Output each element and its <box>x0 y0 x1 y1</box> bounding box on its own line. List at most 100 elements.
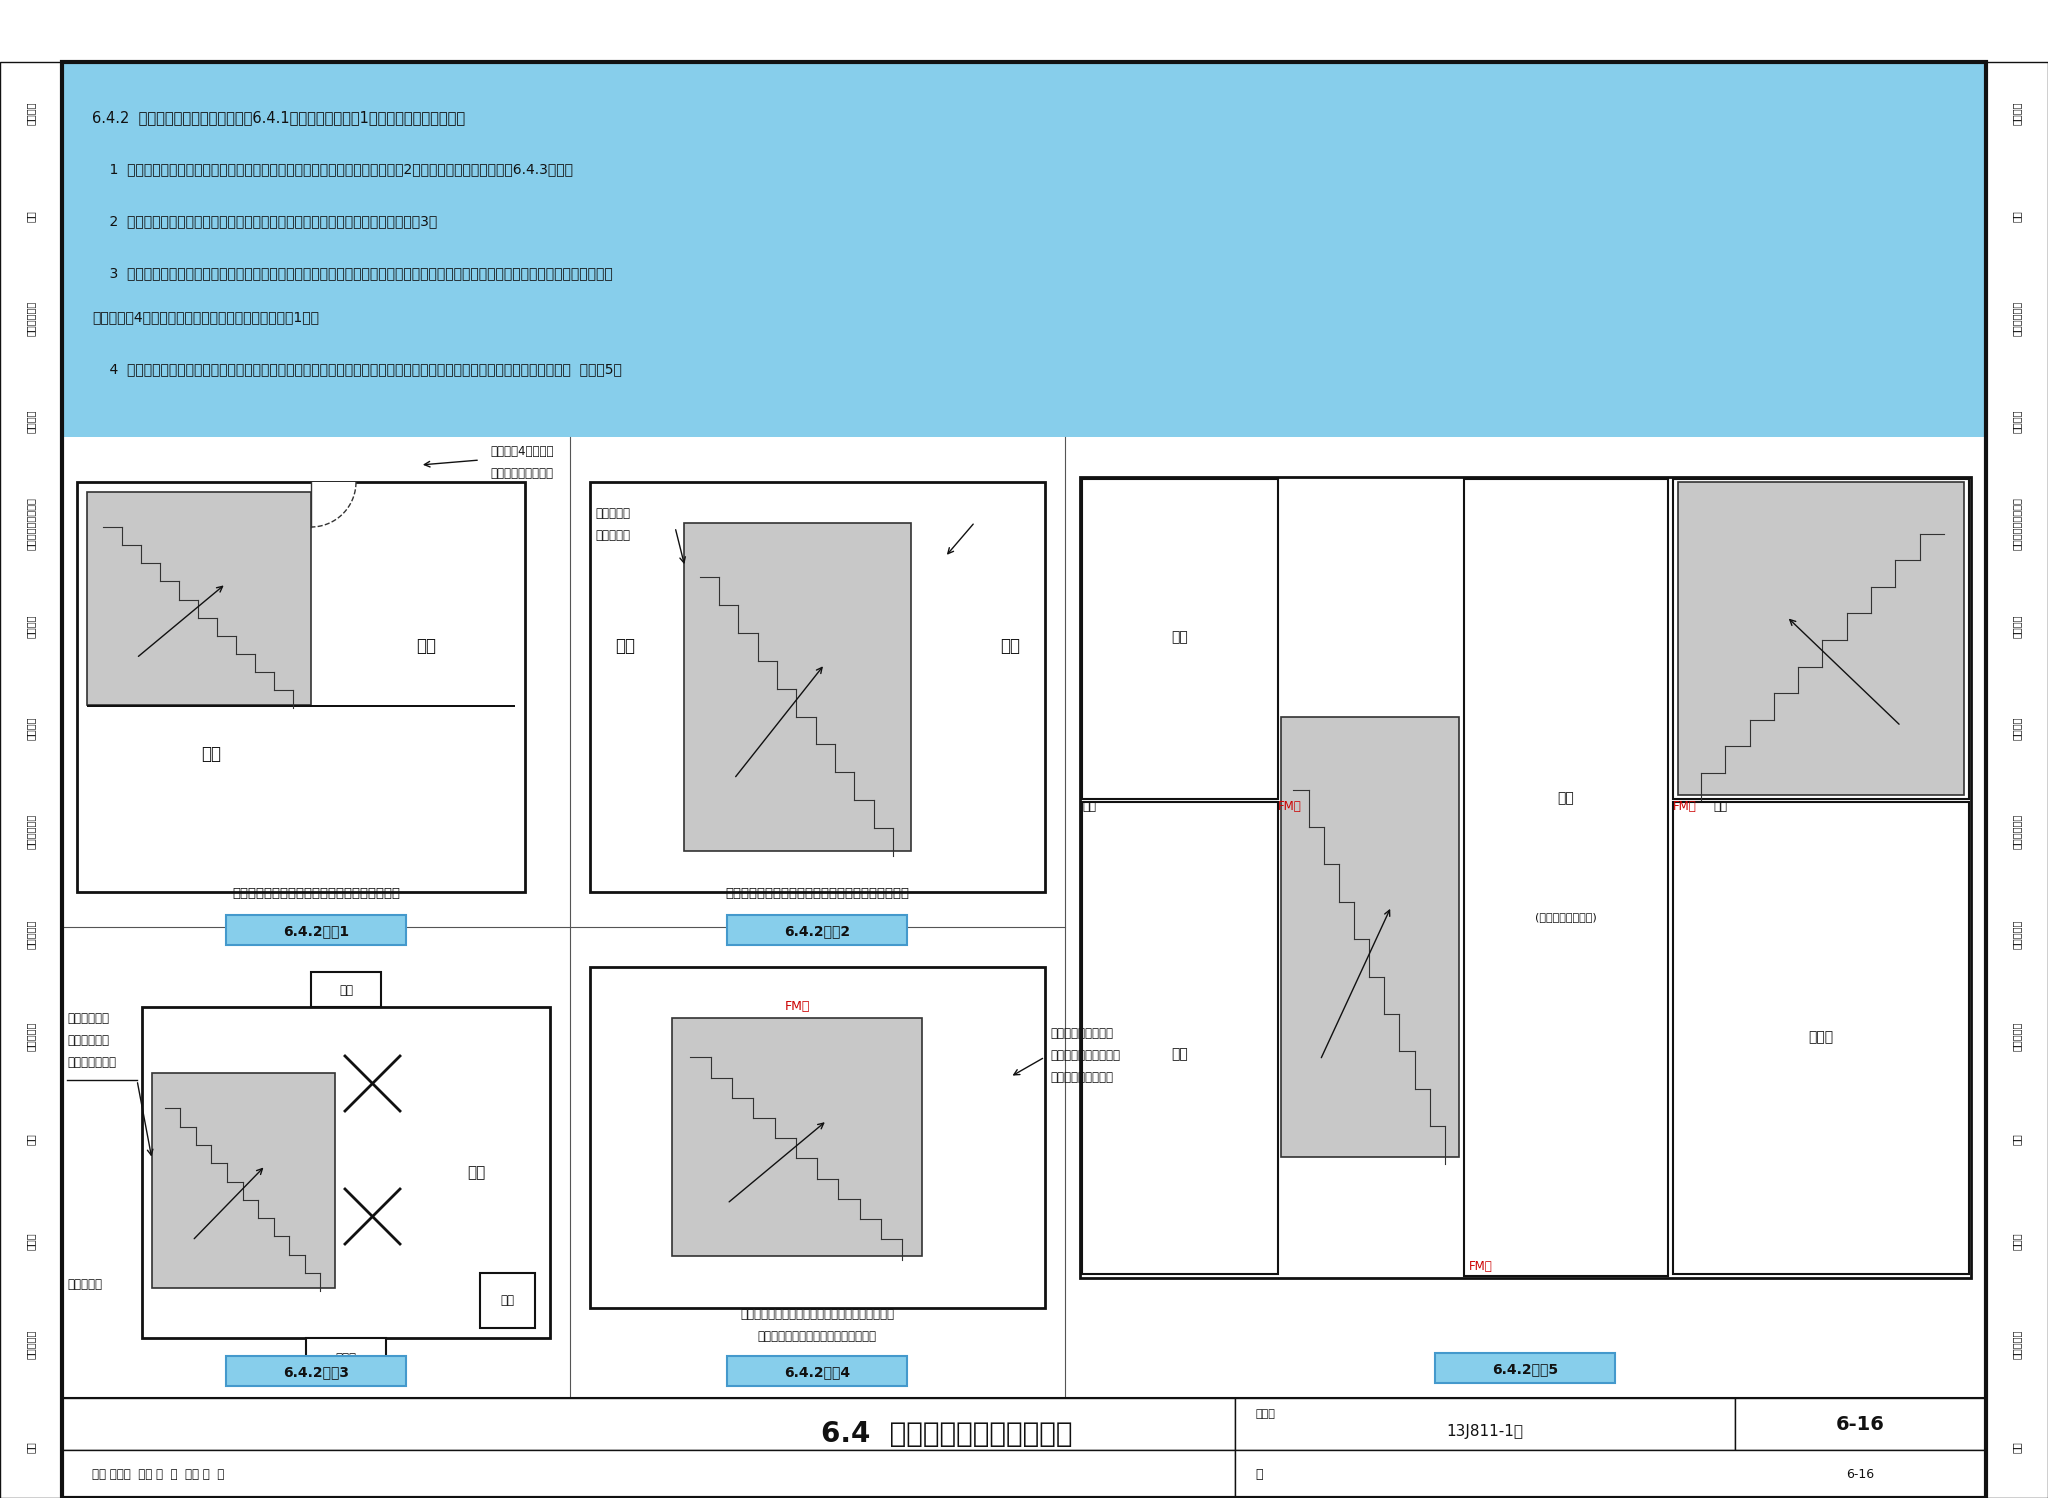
Text: 供和气调节: 供和气调节 <box>27 1022 37 1052</box>
Text: 6.4.2图示3: 6.4.2图示3 <box>283 1365 348 1380</box>
Text: 6.4.2  封闭楼梯间除应符合本规范的6.4.1条的规定外【图示1】，尚应符合下列规定：: 6.4.2 封闭楼梯间除应符合本规范的6.4.1条的规定外【图示1】，尚应符合下… <box>92 109 465 124</box>
Text: 不可采用双向弹簧门: 不可采用双向弹簧门 <box>1051 1071 1112 1085</box>
Text: 附录: 附录 <box>27 1441 37 1453</box>
Text: 应采用乙级防火门，: 应采用乙级防火门， <box>1051 1028 1112 1040</box>
Text: 甲乙丙丁戞材料库区: 甲乙丙丁戞材料库区 <box>2011 497 2021 550</box>
Text: 6.4.2图示2: 6.4.2图示2 <box>784 924 850 938</box>
Bar <box>61 1450 1235 1498</box>
Bar <box>86 706 514 707</box>
Bar <box>1987 677 2048 780</box>
Bar <box>1677 482 1964 795</box>
Bar <box>61 1398 1235 1450</box>
Text: 编制说明: 编制说明 <box>27 102 37 124</box>
Bar <box>1235 1398 1735 1450</box>
Text: 封闭楼梯间: 封闭楼梯间 <box>68 1278 102 1291</box>
Bar <box>141 1007 551 1338</box>
Bar <box>1235 1450 1987 1498</box>
Text: 图集号: 图集号 <box>1255 1408 1274 1419</box>
Bar <box>1673 801 1968 1273</box>
Text: 建筑构造: 建筑构造 <box>2011 718 2021 740</box>
Bar <box>590 968 1044 1308</box>
Text: 门厅: 门厅 <box>1559 791 1575 804</box>
Text: 接待室: 接待室 <box>1808 1031 1833 1044</box>
Bar <box>672 1019 922 1255</box>
Text: 不能自然通风或自然通风不能满足要求的封闭楼梯间: 不能自然通风或自然通风不能满足要求的封闭楼梯间 <box>725 887 909 900</box>
Text: 6.4.2图示4: 6.4.2图示4 <box>784 1365 850 1380</box>
Text: 外窗: 外窗 <box>340 984 352 996</box>
Text: 房间: 房间 <box>467 1165 485 1180</box>
Text: 消防的设置: 消防的设置 <box>2011 920 2021 948</box>
Bar <box>311 972 381 1007</box>
Bar <box>1735 1398 1987 1450</box>
Text: 建筑构造: 建筑构造 <box>27 718 37 740</box>
Text: 厂和仓库: 厂和仓库 <box>27 409 37 433</box>
Text: 出入口: 出入口 <box>336 1351 356 1365</box>
Bar <box>1280 718 1458 1156</box>
Text: 设置机械加: 设置机械加 <box>596 506 631 520</box>
Bar <box>1436 1353 1616 1383</box>
Text: 2  除楼梯间的出入口和外窗外，楼梯间的墙上不应开设其他门、窗、洞口。【图示3】: 2 除楼梯间的出入口和外窗外，楼梯间的墙上不应开设其他门、窗、洞口。【图示3】 <box>92 214 438 228</box>
Text: 丙类厂房、甲、乙类厂房的封闭楼梯间: 丙类厂房、甲、乙类厂房的封闭楼梯间 <box>758 1330 877 1344</box>
Text: 民用建筑: 民用建筑 <box>27 614 37 638</box>
Bar <box>225 915 406 945</box>
Text: 6.4  疏散楼梯间和疏散楼梯等: 6.4 疏散楼梯间和疏散楼梯等 <box>821 1420 1073 1449</box>
Bar <box>1987 61 2048 1498</box>
Text: (扩大的封闭楼梯间): (扩大的封闭楼梯间) <box>1536 912 1597 923</box>
Bar <box>1081 801 1278 1273</box>
Text: 房间: 房间 <box>1171 1047 1188 1061</box>
Text: 目录: 目录 <box>2011 210 2021 222</box>
Bar <box>311 482 356 484</box>
Text: 审核 蔡昭明  校对 林  菁  设计 曹  奖: 审核 蔡昭明 校对 林 菁 设计 曹 奖 <box>92 1468 223 1480</box>
Text: 6-16: 6-16 <box>1835 1414 1884 1434</box>
Text: 管井: 管井 <box>500 1293 514 1306</box>
Bar <box>727 1356 907 1386</box>
Text: 木结构: 木结构 <box>2011 1233 2021 1251</box>
Text: 供和气调节: 供和气调节 <box>2011 1022 2021 1052</box>
Bar <box>86 491 311 706</box>
Text: FM空: FM空 <box>1468 1260 1493 1273</box>
Bar <box>78 482 524 891</box>
Bar <box>61 61 1987 437</box>
Bar <box>1081 479 1278 798</box>
Text: 编制说明: 编制说明 <box>2011 102 2021 124</box>
Text: 民用建筑: 民用建筑 <box>2011 614 2021 638</box>
Text: 灰火救援设施: 灰火救援设施 <box>2011 813 2021 849</box>
Text: 6-16: 6-16 <box>1845 1468 1874 1480</box>
Text: 6.4.2图示5: 6.4.2图示5 <box>1491 1362 1559 1377</box>
Text: 附录: 附录 <box>2011 1441 2021 1453</box>
Text: 高层建筑、人员密集的公共建筑、人员密集的多层: 高层建筑、人员密集的公共建筑、人员密集的多层 <box>739 1308 895 1321</box>
Text: 灰火救援设施: 灰火救援设施 <box>27 813 37 849</box>
Text: 走道: 走道 <box>1081 800 1096 813</box>
Text: 能自然通风且自然通风能满足要求的封闭楼梯间: 能自然通风且自然通风能满足要求的封闭楼梯间 <box>231 887 399 900</box>
Text: FM空: FM空 <box>1278 800 1303 813</box>
Text: 6.4.2图示1: 6.4.2图示1 <box>283 924 348 938</box>
Text: FM空: FM空 <box>1673 800 1696 813</box>
Text: 电气: 电气 <box>27 1132 37 1144</box>
Bar <box>225 1356 406 1386</box>
Text: 4  楼梯间的首层可将走道和门厅等包括在楼梯间内形成扩大的封闭楼梯间，但应采用乙级防火门等与其他走道和房间分隔。  【图示5】: 4 楼梯间的首层可将走道和门厅等包括在楼梯间内形成扩大的封闭楼梯间，但应采用乙级… <box>92 363 623 376</box>
Text: 3  高层建筑、人员密集的公共建筑、人员密集的多层丙类厂房、甲、乙类厂房，其封闭楼梯间的门应采用乙级防火门，并应向疏散方向: 3 高层建筑、人员密集的公共建筑、人员密集的多层丙类厂房、甲、乙类厂房，其封闭楼… <box>92 267 612 280</box>
Bar <box>152 1073 336 1288</box>
Text: 开启【图示4】；其他建筑，可采用双向弹簧门【图示1】。: 开启【图示4】；其他建筑，可采用双向弹簧门【图示1】。 <box>92 310 319 324</box>
Text: 房间: 房间 <box>614 637 635 655</box>
Text: 电气: 电气 <box>2011 1132 2021 1144</box>
Text: 城市交通道: 城市交通道 <box>27 1329 37 1359</box>
Text: 并应向疏散方向开启；: 并应向疏散方向开启； <box>1051 1049 1120 1062</box>
Text: 压送风系统: 压送风系统 <box>596 529 631 542</box>
Text: 上不应开设其: 上不应开设其 <box>68 1034 109 1047</box>
Text: 除【图示4】的情况: 除【图示4】的情况 <box>489 445 553 458</box>
Bar <box>305 1338 385 1378</box>
Bar <box>0 0 2048 61</box>
Bar <box>590 482 1044 891</box>
Text: 目录: 目录 <box>27 210 37 222</box>
Bar <box>0 61 61 1498</box>
Text: 总术符则语号: 总术符则语号 <box>2011 301 2021 336</box>
Bar <box>727 915 907 945</box>
Bar <box>479 1273 535 1329</box>
Text: 走道: 走道 <box>1712 800 1726 813</box>
Text: 1  不能自然通风或自然通风不能满足要求时，应设置机械加压送风系统【图示2】或采用防烟楼梯间【见的6.4.3条】。: 1 不能自然通风或自然通风不能满足要求时，应设置机械加压送风系统【图示2】或采用… <box>92 162 573 175</box>
Text: 他门、窗、洞口: 他门、窗、洞口 <box>68 1056 117 1070</box>
Bar <box>1464 479 1667 1276</box>
Text: 房间: 房间 <box>1171 631 1188 644</box>
Bar <box>0 677 61 780</box>
